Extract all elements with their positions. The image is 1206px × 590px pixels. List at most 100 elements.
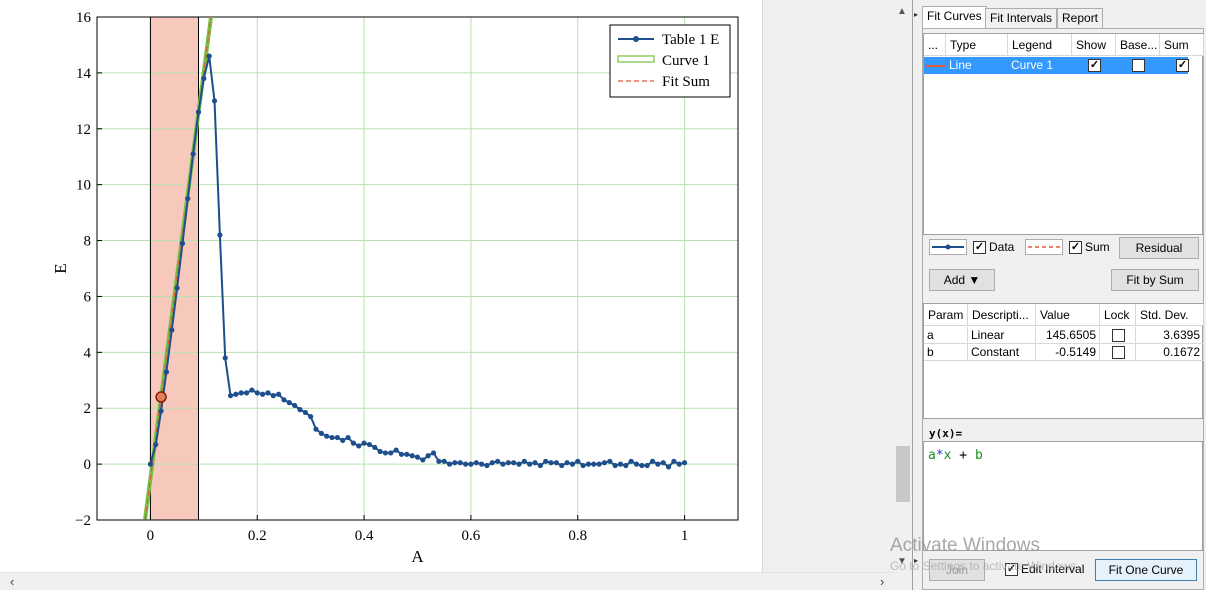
- sum-show-checkbox[interactable]: ✓: [1069, 241, 1082, 254]
- x-tick-label: 0.8: [568, 528, 587, 544]
- add-button[interactable]: Add ▼: [929, 269, 995, 291]
- data-point: [243, 390, 250, 396]
- splitter-arrow-icon[interactable]: ▸: [914, 10, 919, 19]
- data-point: [559, 462, 565, 469]
- scroll-thumb[interactable]: [896, 446, 910, 502]
- data-point: [286, 400, 292, 406]
- sum-checkbox[interactable]: ✓: [1176, 59, 1189, 72]
- chart-svg: 0 0.2 0.4 0.6 0.8 1 −2 0 2 4 6 8 10 12 14 16 A E Table 1 E…: [51, 10, 739, 566]
- data-point: [361, 440, 367, 446]
- params-table: Param Descripti... Value Lock Std. Dev. …: [923, 303, 1204, 419]
- param-value[interactable]: 145.6505: [1036, 327, 1100, 344]
- scroll-right-icon[interactable]: ›: [880, 574, 885, 589]
- data-point: [222, 355, 228, 361]
- data-point: [308, 414, 314, 420]
- show-checkbox[interactable]: ✓: [1088, 59, 1101, 72]
- data-point: [665, 464, 672, 470]
- column-header[interactable]: Legend: [1008, 34, 1072, 56]
- sum-check-label: Sum: [1085, 240, 1110, 254]
- y-tick-label: 8: [84, 234, 92, 250]
- fit-panel: Fit Curves Fit Intervals Report ... Type…: [920, 0, 1206, 590]
- data-checkbox[interactable]: ✓: [973, 241, 986, 254]
- data-point: [259, 391, 266, 397]
- residual-button[interactable]: Residual: [1119, 237, 1199, 259]
- edit-interval-checkbox[interactable]: ✓: [1005, 563, 1018, 576]
- data-point: [254, 390, 260, 396]
- table-row[interactable]: [924, 57, 1188, 74]
- column-header[interactable]: Std. Dev.: [1136, 304, 1204, 326]
- legend-label: Table 1 E: [662, 32, 719, 48]
- tab-report[interactable]: Report: [1057, 8, 1104, 28]
- tab-fit-intervals[interactable]: Fit Intervals: [985, 8, 1058, 28]
- column-header[interactable]: ...: [924, 34, 946, 56]
- column-header[interactable]: Param: [924, 304, 968, 326]
- y-tick-label: 2: [84, 401, 92, 417]
- data-point: [420, 457, 426, 463]
- splitter-arrow-icon[interactable]: ▸: [914, 556, 919, 565]
- data-point: [356, 443, 362, 449]
- data-point: [633, 461, 640, 467]
- data-point: [676, 461, 682, 467]
- panel-splitter[interactable]: ▸ ▸: [912, 0, 920, 590]
- lock-checkbox[interactable]: [1112, 346, 1125, 359]
- data-point: [377, 448, 383, 455]
- scroll-down-icon[interactable]: ▼: [897, 556, 907, 567]
- data-point: [516, 461, 522, 467]
- column-header[interactable]: Sum: [1160, 34, 1204, 56]
- data-point: [324, 433, 330, 439]
- data-point: [238, 390, 244, 396]
- x-tick-label: 0.4: [355, 528, 374, 544]
- join-button[interactable]: Join: [929, 559, 985, 581]
- data-point: [318, 430, 324, 436]
- data-point: [227, 393, 234, 399]
- lock-checkbox[interactable]: [1112, 329, 1125, 342]
- edit-interval-label: Edit Interval: [1021, 562, 1085, 576]
- data-point: [211, 98, 218, 104]
- vertical-scrollbar[interactable]: ▲ ▼: [894, 0, 912, 590]
- plot-area[interactable]: 0 0.2 0.4 0.6 0.8 1 −2 0 2 4 6 8 10 12 14 16 A E Table 1 E…: [0, 0, 762, 572]
- formula-label: y(x)=: [929, 427, 963, 440]
- data-style-swatch[interactable]: [929, 239, 967, 255]
- baseline-checkbox[interactable]: [1132, 59, 1145, 72]
- data-point: [612, 462, 618, 469]
- scroll-up-icon[interactable]: ▲: [897, 6, 907, 17]
- legend-swatch-curve-1: [617, 55, 655, 63]
- data-point: [473, 460, 479, 466]
- data-point: [185, 196, 191, 202]
- horizontal-scrollbar[interactable]: ‹ ›: [0, 572, 894, 590]
- sum-style-swatch[interactable]: [1025, 239, 1063, 255]
- data-point: [340, 437, 346, 443]
- data-point: [345, 434, 351, 441]
- y-tick-label: 12: [76, 122, 91, 138]
- y-tick-label: 10: [76, 178, 91, 194]
- data-line-icon: [932, 244, 964, 250]
- data-check-label: Data: [989, 240, 1015, 254]
- y-tick-label: 16: [76, 10, 92, 26]
- tab-fit-curves[interactable]: Fit Curves: [922, 6, 987, 29]
- column-header[interactable]: Lock: [1100, 304, 1136, 326]
- fit-by-sum-button[interactable]: Fit by Sum: [1111, 269, 1199, 291]
- data-point: [671, 458, 677, 464]
- data-point: [276, 391, 282, 397]
- legend-swatch-marker: [633, 36, 639, 42]
- column-header[interactable]: Descripti...: [968, 304, 1036, 326]
- column-header[interactable]: Value: [1036, 304, 1100, 326]
- lock-cell: [1100, 344, 1136, 361]
- data-point: [174, 285, 180, 291]
- data-point: [644, 462, 650, 469]
- fit-one-curve-button[interactable]: Fit One Curve: [1095, 559, 1197, 581]
- column-header[interactable]: Show: [1072, 34, 1116, 56]
- data-point: [409, 453, 415, 459]
- column-header[interactable]: Type: [946, 34, 1008, 56]
- data-point: [206, 53, 212, 59]
- column-header[interactable]: Base...: [1116, 34, 1160, 56]
- data-point: [681, 460, 688, 466]
- data-point: [500, 461, 506, 467]
- scroll-left-icon[interactable]: ‹: [10, 574, 15, 589]
- data-point: [457, 460, 463, 466]
- legend-label: Curve 1: [662, 53, 710, 69]
- formula-editor[interactable]: a*x + b: [923, 441, 1203, 551]
- formula-token: +: [951, 448, 975, 463]
- data-point: [623, 462, 629, 469]
- param-value[interactable]: -0.5149: [1036, 344, 1100, 361]
